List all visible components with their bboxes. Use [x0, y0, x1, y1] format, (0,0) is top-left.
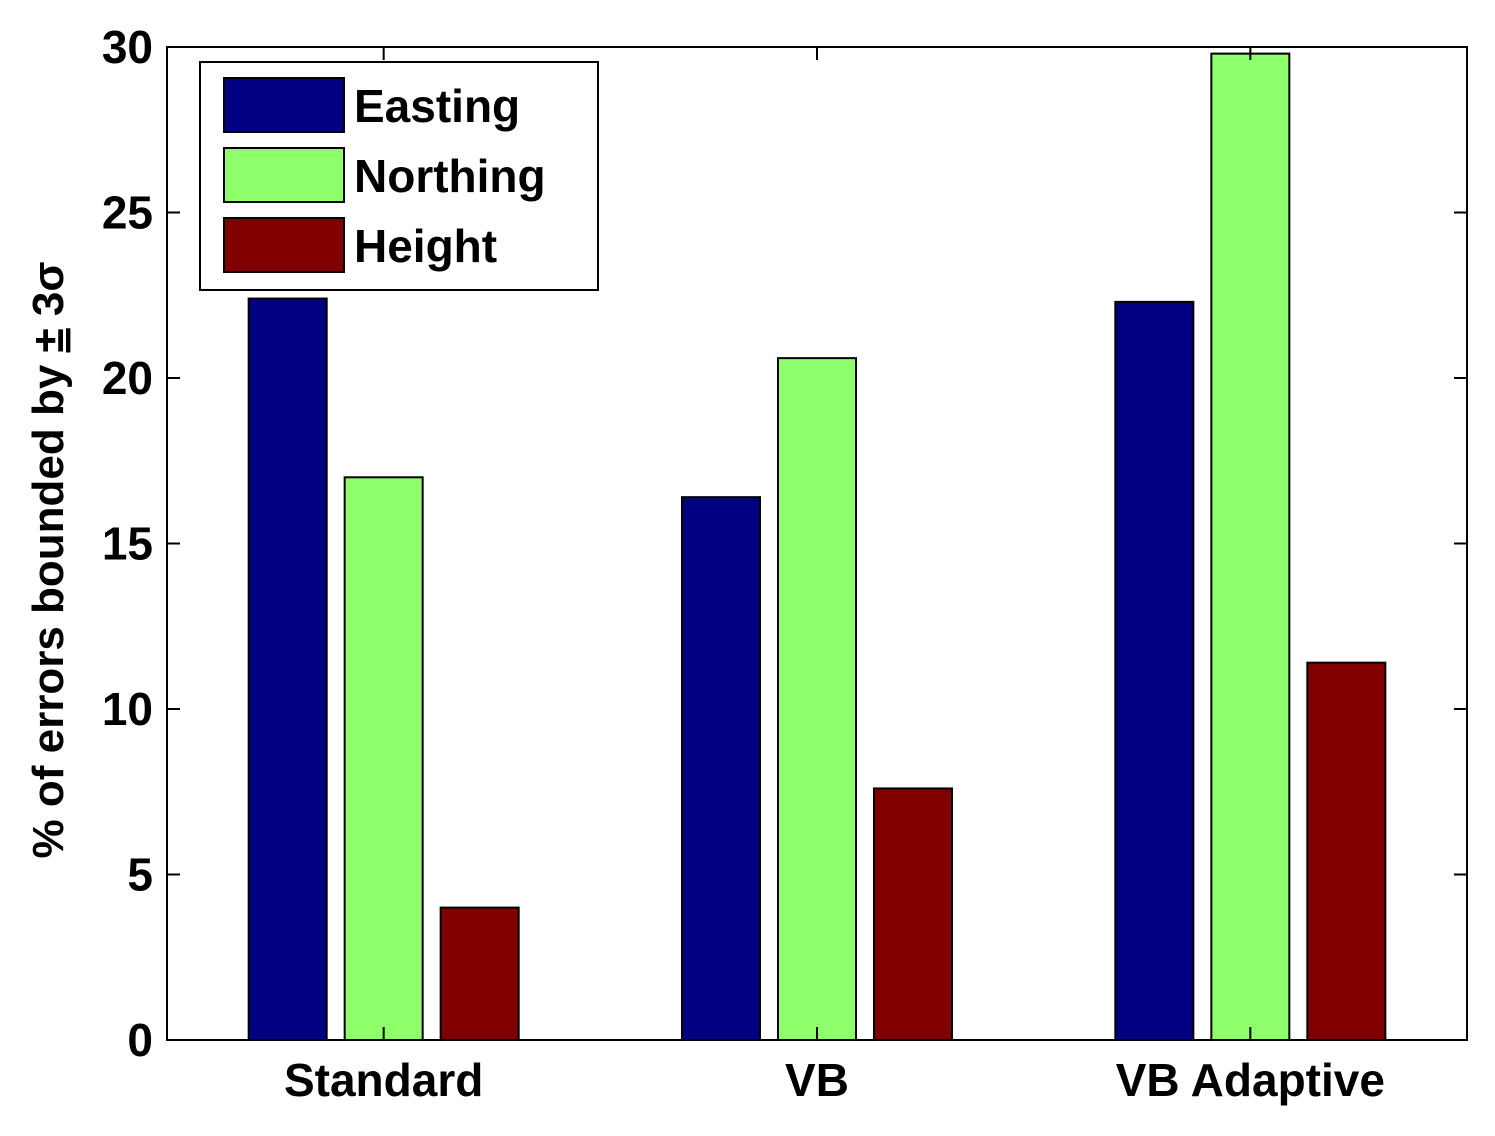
- x-tick-labels: Standard VB VB Adaptive: [284, 1054, 1385, 1106]
- y-tick-label: 5: [127, 849, 153, 901]
- bar-northing-standard: [343, 476, 424, 1041]
- legend-label-height: Height: [354, 220, 497, 272]
- bar-easting-standard: [247, 297, 328, 1041]
- y-tick-label: 25: [102, 187, 153, 239]
- legend-label-northing: Northing: [354, 150, 546, 202]
- y-tick-labels: 0 5 10 15 20 25 30: [102, 21, 153, 1066]
- y-tick-label: 10: [102, 683, 153, 735]
- ticks-group: [167, 46, 1467, 1041]
- bars-group: [247, 52, 1387, 1042]
- bar-northing-vb-adaptive: [1210, 52, 1291, 1042]
- x-tick-label: Standard: [284, 1054, 483, 1106]
- y-tick-label: 20: [102, 352, 153, 404]
- x-tick-label: VB: [785, 1054, 849, 1106]
- legend-swatch-height: [223, 217, 345, 273]
- bar-easting-vb-adaptive: [1114, 300, 1195, 1041]
- bar-height-vb: [873, 787, 953, 1041]
- legend-label-easting: Easting: [354, 80, 520, 132]
- bar-easting-vb: [681, 496, 761, 1042]
- bar-northing-vb: [777, 357, 857, 1041]
- legend-swatch-easting: [223, 77, 345, 133]
- y-tick-label: 0: [127, 1014, 153, 1066]
- y-tick-label: 15: [102, 518, 153, 570]
- legend: Easting Northing Height: [199, 61, 599, 291]
- legend-swatch-northing: [223, 147, 345, 203]
- plus-minus-symbol: ±: [24, 328, 73, 352]
- bar-height-vb-adaptive: [1306, 661, 1387, 1041]
- y-tick-label: 30: [102, 21, 153, 73]
- x-tick-label: VB Adaptive: [1116, 1054, 1385, 1106]
- y-axis-label: % of errors bounded by ± 3σ: [24, 262, 73, 859]
- plot-frame: [166, 46, 1468, 1041]
- bar-height-standard: [439, 906, 520, 1041]
